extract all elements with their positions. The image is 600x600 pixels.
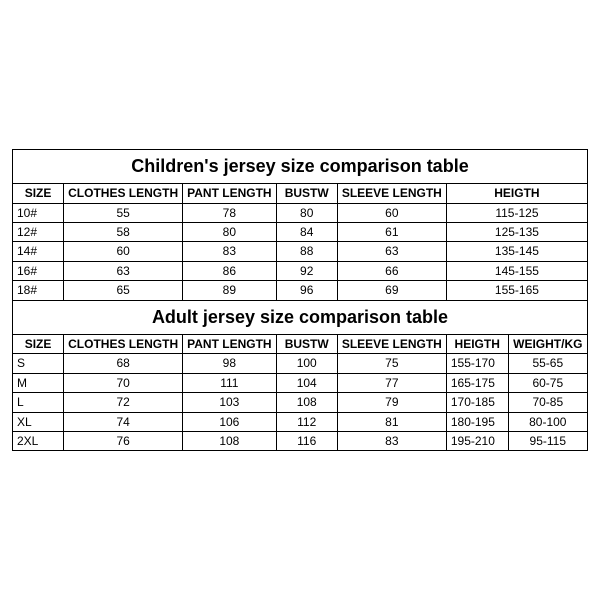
cell: 55 (64, 203, 183, 222)
col-heigth: HEIGTH (446, 184, 587, 203)
cell: 108 (276, 393, 337, 412)
col-size: SIZE (13, 335, 64, 354)
cell: 16# (13, 261, 64, 280)
children-header-row: SIZE CLOTHES LENGTH PANT LENGTH BUSTW SL… (13, 184, 588, 203)
cell: 170-185 (446, 393, 508, 412)
col-pant-length: PANT LENGTH (183, 184, 276, 203)
cell: 66 (337, 261, 446, 280)
table-row: 12# 58 80 84 61 125-135 (13, 222, 588, 241)
table-row: L 72 103 108 79 170-185 70-85 (13, 393, 588, 412)
cell: 83 (183, 242, 276, 261)
cell: 108 (183, 432, 276, 451)
adult-title: Adult jersey size comparison table (13, 300, 588, 335)
cell: 89 (183, 281, 276, 300)
table-row: 16# 63 86 92 66 145-155 (13, 261, 588, 280)
col-sleeve-length: SLEEVE LENGTH (337, 184, 446, 203)
cell: 106 (183, 412, 276, 431)
cell: 195-210 (446, 432, 508, 451)
cell: 10# (13, 203, 64, 222)
table-row: M 70 111 104 77 165-175 60-75 (13, 373, 588, 392)
cell: 63 (64, 261, 183, 280)
col-bustw: BUSTW (276, 335, 337, 354)
cell: 155-170 (446, 354, 508, 373)
cell: 68 (64, 354, 183, 373)
cell: 14# (13, 242, 64, 261)
cell: S (13, 354, 64, 373)
cell: 72 (64, 393, 183, 412)
cell: 79 (337, 393, 446, 412)
col-weight: WEIGHT/KG (508, 335, 587, 354)
cell: 18# (13, 281, 64, 300)
size-chart-table: Children's jersey size comparison table … (12, 149, 588, 452)
cell: 98 (183, 354, 276, 373)
cell: 74 (64, 412, 183, 431)
cell: 58 (64, 222, 183, 241)
table-row: 14# 60 83 88 63 135-145 (13, 242, 588, 261)
cell: 84 (276, 222, 337, 241)
cell: L (13, 393, 64, 412)
cell: 104 (276, 373, 337, 392)
cell: XL (13, 412, 64, 431)
col-clothes-length: CLOTHES LENGTH (64, 335, 183, 354)
table-row: 10# 55 78 80 60 115-125 (13, 203, 588, 222)
col-size: SIZE (13, 184, 64, 203)
table-row: S 68 98 100 75 155-170 55-65 (13, 354, 588, 373)
cell: 12# (13, 222, 64, 241)
cell: 63 (337, 242, 446, 261)
cell: 2XL (13, 432, 64, 451)
cell: 95-115 (508, 432, 587, 451)
cell: 80 (183, 222, 276, 241)
children-title: Children's jersey size comparison table (13, 149, 588, 184)
cell: 86 (183, 261, 276, 280)
cell: 155-165 (446, 281, 587, 300)
col-sleeve-length: SLEEVE LENGTH (337, 335, 446, 354)
table-row: 18# 65 89 96 69 155-165 (13, 281, 588, 300)
cell: 70-85 (508, 393, 587, 412)
cell: 69 (337, 281, 446, 300)
cell: 76 (64, 432, 183, 451)
cell: 111 (183, 373, 276, 392)
cell: 115-125 (446, 203, 587, 222)
adult-title-row: Adult jersey size comparison table (13, 300, 588, 335)
cell: 100 (276, 354, 337, 373)
cell: 60-75 (508, 373, 587, 392)
table-row: XL 74 106 112 81 180-195 80-100 (13, 412, 588, 431)
cell: 103 (183, 393, 276, 412)
cell: 83 (337, 432, 446, 451)
children-title-row: Children's jersey size comparison table (13, 149, 588, 184)
cell: 77 (337, 373, 446, 392)
cell: 78 (183, 203, 276, 222)
cell: 55-65 (508, 354, 587, 373)
cell: 145-155 (446, 261, 587, 280)
cell: 61 (337, 222, 446, 241)
col-clothes-length: CLOTHES LENGTH (64, 184, 183, 203)
cell: 80-100 (508, 412, 587, 431)
cell: 180-195 (446, 412, 508, 431)
adult-header-row: SIZE CLOTHES LENGTH PANT LENGTH BUSTW SL… (13, 335, 588, 354)
cell: M (13, 373, 64, 392)
cell: 70 (64, 373, 183, 392)
col-bustw: BUSTW (276, 184, 337, 203)
cell: 81 (337, 412, 446, 431)
cell: 92 (276, 261, 337, 280)
cell: 60 (337, 203, 446, 222)
cell: 75 (337, 354, 446, 373)
cell: 112 (276, 412, 337, 431)
cell: 135-145 (446, 242, 587, 261)
cell: 116 (276, 432, 337, 451)
page-container: Children's jersey size comparison table … (0, 0, 600, 600)
col-pant-length: PANT LENGTH (183, 335, 276, 354)
cell: 88 (276, 242, 337, 261)
cell: 96 (276, 281, 337, 300)
cell: 80 (276, 203, 337, 222)
cell: 60 (64, 242, 183, 261)
table-row: 2XL 76 108 116 83 195-210 95-115 (13, 432, 588, 451)
cell: 125-135 (446, 222, 587, 241)
cell: 65 (64, 281, 183, 300)
cell: 165-175 (446, 373, 508, 392)
col-heigth: HEIGTH (446, 335, 508, 354)
